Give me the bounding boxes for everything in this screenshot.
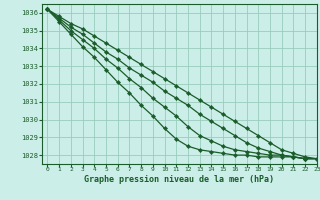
X-axis label: Graphe pression niveau de la mer (hPa): Graphe pression niveau de la mer (hPa) bbox=[84, 175, 274, 184]
